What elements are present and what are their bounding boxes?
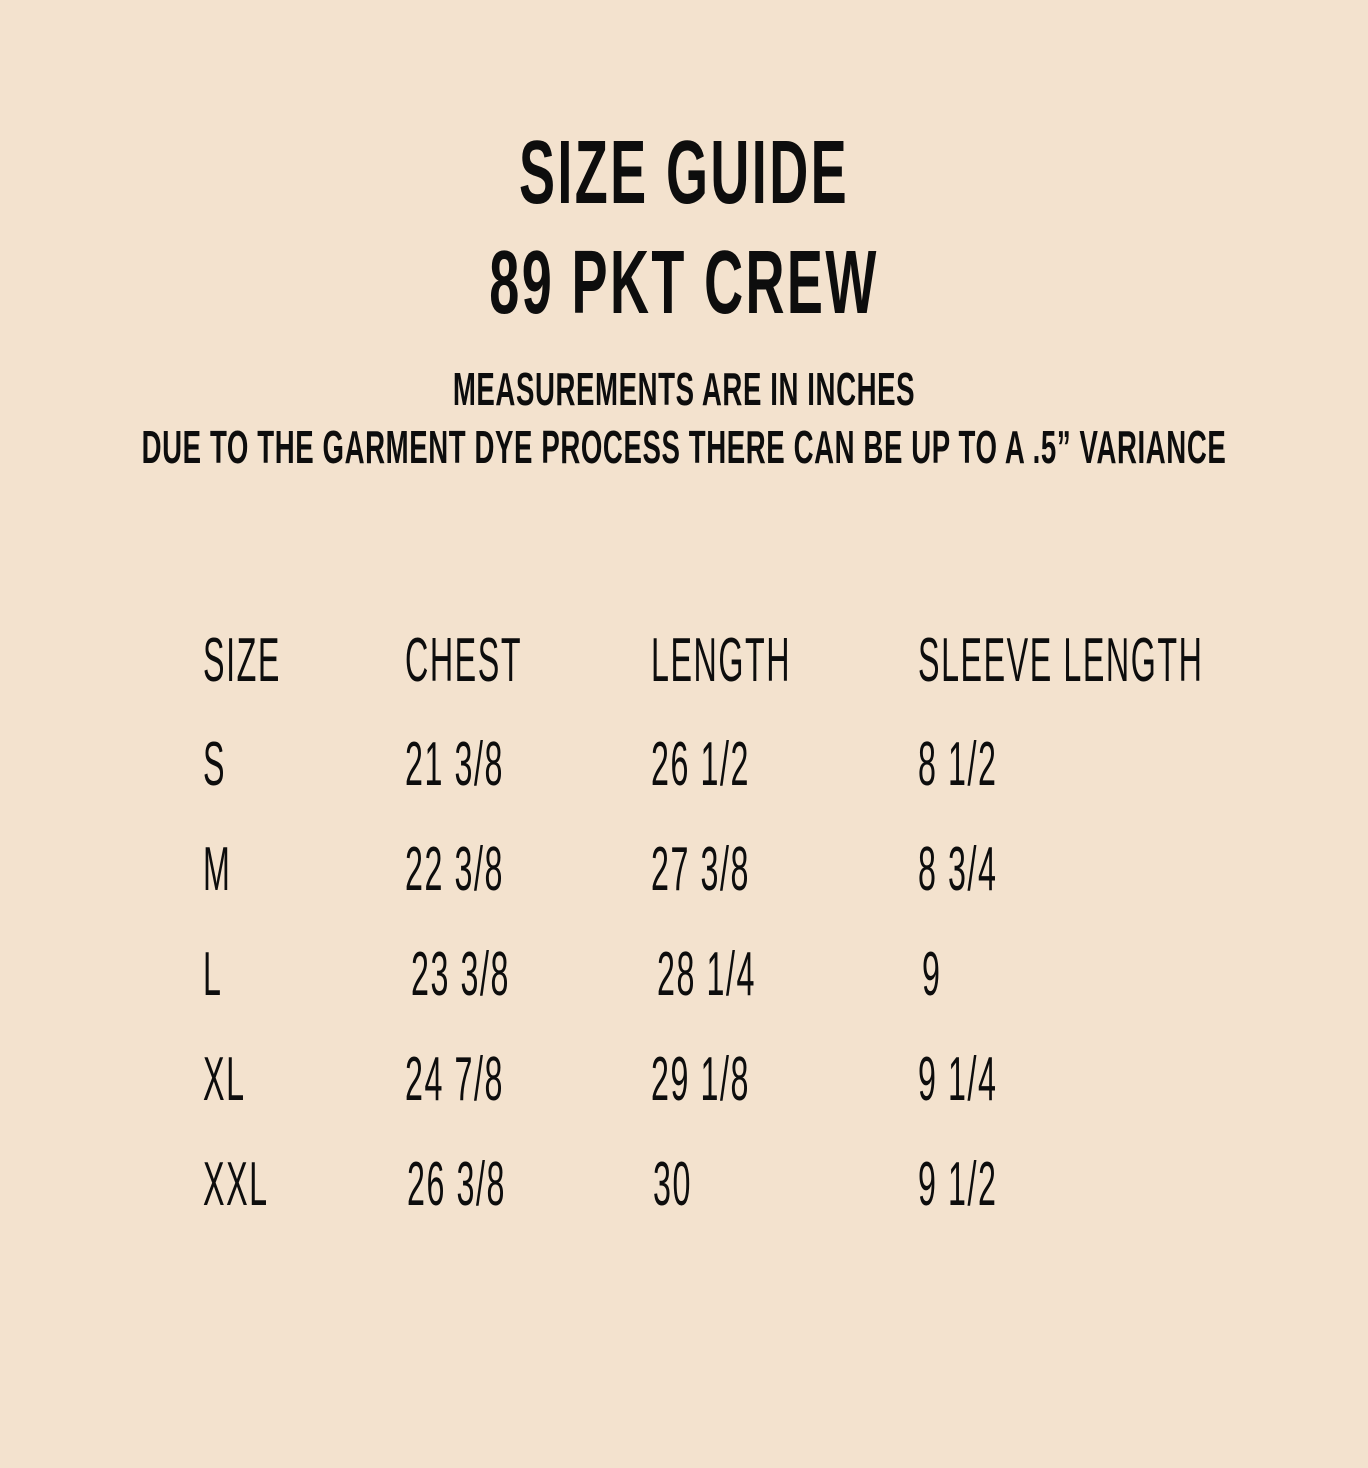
- measurement-cell: 9 1/2: [918, 1150, 998, 1219]
- measurement-cell: 28 1/4: [657, 940, 757, 1009]
- measurement-cell: 26 3/8: [407, 1150, 507, 1219]
- measurement-cell: 8 3/4: [918, 835, 998, 904]
- measurement-cell: 23 3/8: [411, 940, 511, 1009]
- size-label: M: [203, 835, 232, 904]
- measurement-cell: 9: [922, 940, 942, 1009]
- column-header: CHEST: [405, 626, 523, 695]
- measurement-cell: 24 7/8: [405, 1045, 505, 1114]
- measurement-cell: 26 1/2: [651, 730, 751, 799]
- measurement-cell: 29 1/8: [651, 1045, 751, 1114]
- size-label: S: [203, 730, 227, 799]
- column-header: SLEEVE LENGTH: [918, 626, 1204, 695]
- measurement-cell: 27 3/8: [651, 835, 751, 904]
- units-note: MEASUREMENTS ARE IN INCHES: [452, 363, 916, 415]
- size-label: XL: [203, 1045, 246, 1114]
- variance-note: DUE TO THE GARMENT DYE PROCESS THERE CAN…: [141, 421, 1227, 473]
- page-title: SIZE GUIDE: [518, 123, 850, 223]
- size-label: L: [203, 940, 223, 1009]
- product-name: 89 PKT CREW: [489, 233, 879, 333]
- measurement-cell: 21 3/8: [405, 730, 505, 799]
- measurement-cell: 9 1/4: [918, 1045, 998, 1114]
- column-header: SIZE: [203, 626, 281, 695]
- measurement-cell: 22 3/8: [405, 835, 505, 904]
- size-label: XXL: [203, 1150, 269, 1219]
- measurement-cell: 30: [653, 1150, 692, 1219]
- measurement-cell: 8 1/2: [918, 730, 998, 799]
- column-header: LENGTH: [651, 626, 792, 695]
